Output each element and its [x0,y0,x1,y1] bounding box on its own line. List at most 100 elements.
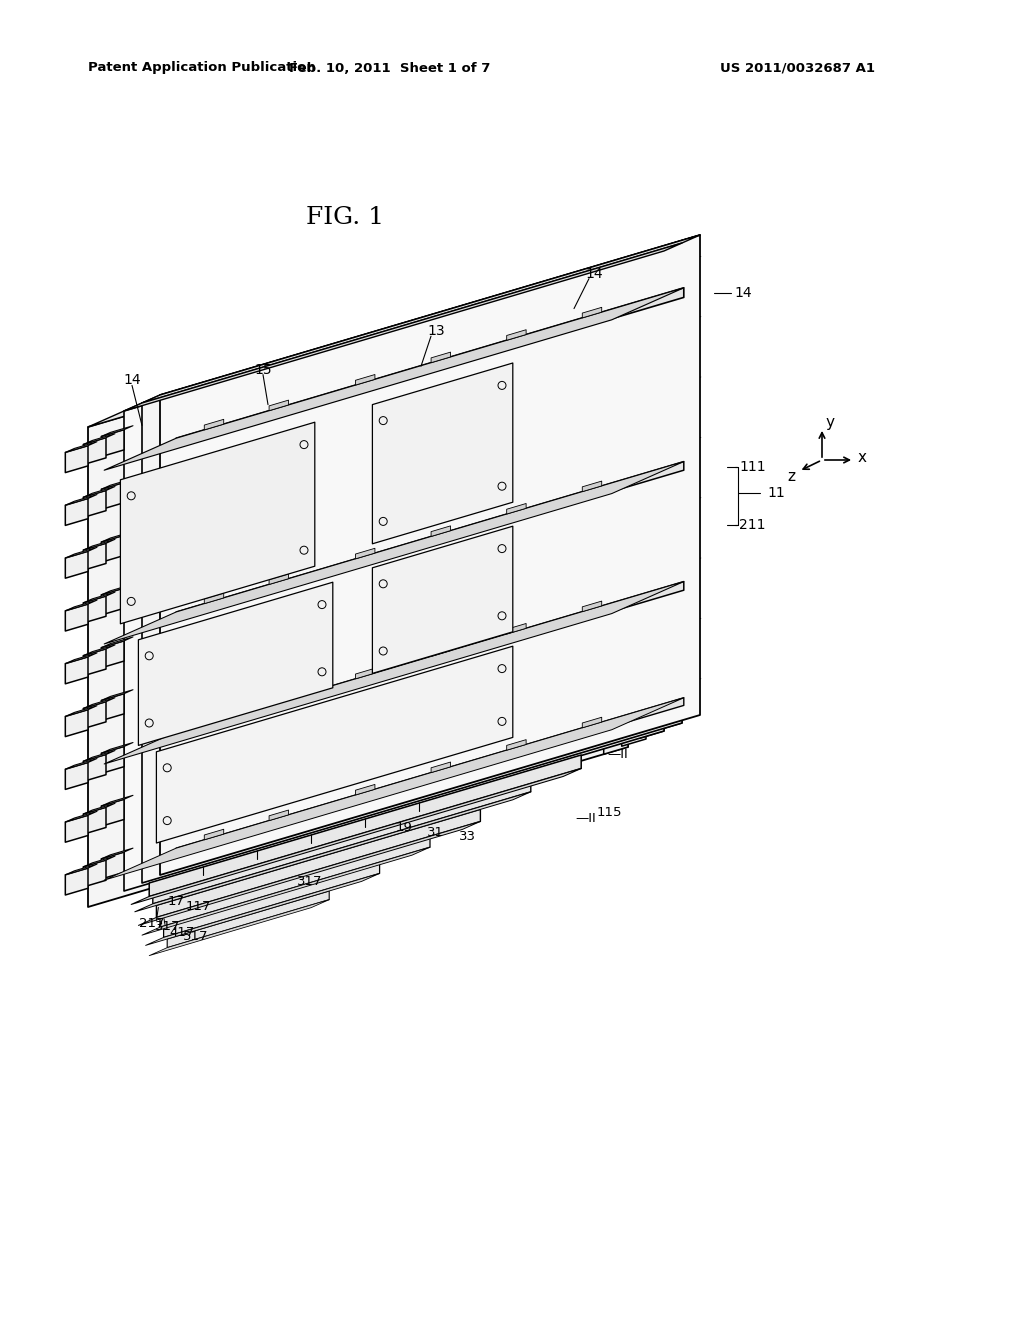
Polygon shape [583,601,602,611]
Polygon shape [431,525,451,536]
Polygon shape [269,400,289,411]
Polygon shape [682,259,695,281]
Polygon shape [66,869,88,895]
Polygon shape [622,259,646,746]
Polygon shape [101,585,133,595]
Polygon shape [646,577,659,599]
Text: —II: —II [607,748,628,762]
Polygon shape [355,784,375,795]
Polygon shape [101,642,124,668]
Text: 14: 14 [734,285,752,300]
Polygon shape [646,335,659,358]
Polygon shape [682,618,700,624]
Polygon shape [628,343,641,366]
Polygon shape [664,327,678,350]
Polygon shape [121,422,314,624]
Polygon shape [664,267,678,289]
Polygon shape [131,768,582,904]
Polygon shape [628,705,641,727]
Polygon shape [664,686,683,693]
Polygon shape [604,267,628,754]
Text: 217: 217 [138,917,164,929]
Polygon shape [646,275,659,297]
Polygon shape [507,330,526,341]
Text: 15: 15 [254,363,271,376]
Polygon shape [664,447,678,470]
Polygon shape [507,623,526,634]
Polygon shape [664,626,683,632]
Polygon shape [66,499,88,525]
Polygon shape [682,678,700,685]
Polygon shape [682,681,695,704]
Polygon shape [682,317,700,323]
Polygon shape [664,566,683,573]
Polygon shape [176,462,684,620]
Polygon shape [646,333,665,339]
Polygon shape [83,861,106,887]
Polygon shape [83,751,115,762]
Polygon shape [507,503,526,513]
Polygon shape [640,251,664,738]
Polygon shape [628,521,647,528]
Polygon shape [269,694,289,705]
Polygon shape [101,426,133,437]
Text: 17: 17 [167,895,184,908]
Polygon shape [101,747,124,774]
Polygon shape [66,710,88,737]
Polygon shape [101,532,133,543]
Polygon shape [269,810,289,821]
Polygon shape [66,865,97,875]
Polygon shape [657,235,700,251]
Polygon shape [83,593,115,603]
Polygon shape [83,438,106,465]
Polygon shape [88,267,628,907]
Polygon shape [157,809,480,917]
Polygon shape [101,638,133,648]
Polygon shape [104,462,684,644]
Polygon shape [66,812,97,822]
Polygon shape [101,853,124,879]
Polygon shape [157,647,513,843]
Polygon shape [66,442,97,453]
Text: US 2011/0032687 A1: US 2011/0032687 A1 [720,62,874,74]
Polygon shape [104,582,684,764]
Polygon shape [646,513,665,520]
Polygon shape [622,260,639,746]
Polygon shape [204,420,223,430]
Polygon shape [66,653,97,664]
Text: 115: 115 [596,807,622,818]
Polygon shape [150,900,329,956]
Polygon shape [628,524,641,546]
Polygon shape [622,251,664,267]
Polygon shape [507,739,526,750]
Polygon shape [682,256,700,263]
Polygon shape [176,288,684,447]
Polygon shape [628,401,647,408]
Polygon shape [83,755,106,781]
Polygon shape [153,780,530,904]
Polygon shape [150,755,582,896]
Polygon shape [646,453,665,459]
Polygon shape [664,445,683,451]
Polygon shape [646,455,659,478]
Polygon shape [664,506,683,512]
Polygon shape [83,645,115,656]
Polygon shape [682,561,695,582]
Polygon shape [101,479,133,490]
Polygon shape [646,272,665,279]
Polygon shape [101,589,124,615]
Polygon shape [431,762,451,772]
Polygon shape [83,808,106,834]
Polygon shape [101,694,124,721]
Polygon shape [204,829,223,840]
Text: z: z [787,469,795,483]
Polygon shape [583,480,602,491]
Polygon shape [160,837,430,927]
Polygon shape [176,698,684,855]
Polygon shape [83,597,106,623]
Text: 13: 13 [427,325,444,338]
Polygon shape [66,601,97,611]
Text: 317: 317 [156,920,181,933]
Text: 111: 111 [739,459,766,474]
Text: 14: 14 [123,374,141,387]
